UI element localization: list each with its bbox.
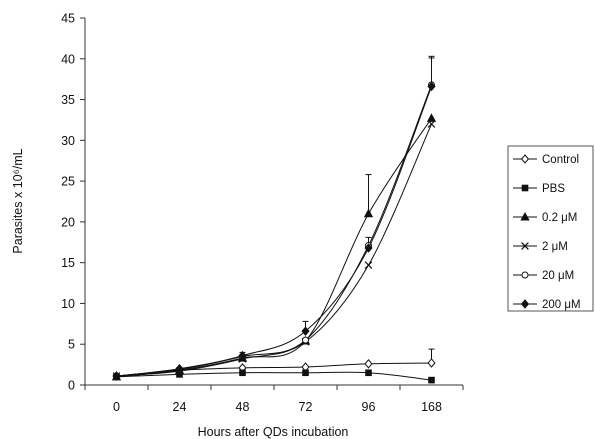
legend-item: 0.2 μM (513, 211, 577, 224)
x-tick-label: 48 (236, 400, 250, 414)
x-tick-label: 24 (173, 400, 187, 414)
legend-item: PBS (513, 183, 565, 195)
legend-marker (520, 211, 530, 221)
data-point (364, 359, 373, 369)
y-tick-label: 40 (61, 52, 75, 66)
legend-marker (521, 184, 529, 192)
series-line (116, 84, 432, 377)
data-point (427, 120, 436, 128)
data-point (428, 376, 435, 384)
chart-plot-area (111, 55, 437, 384)
legend-item: 2 μM (513, 241, 568, 253)
y-tick-label: 30 (61, 134, 75, 148)
data-point (112, 371, 121, 381)
series-open-circle (113, 55, 435, 380)
series-line (116, 86, 432, 377)
y-tick-label: 45 (61, 12, 75, 26)
legend-label: PBS (542, 183, 565, 195)
y-tick-label: 5 (68, 338, 75, 352)
data-point (427, 358, 436, 368)
data-point-stroke (364, 261, 373, 269)
data-point (302, 336, 309, 344)
data-point (426, 113, 437, 122)
x-tick-label: 72 (299, 400, 313, 414)
legend-marker (521, 242, 529, 250)
data-point (238, 350, 247, 361)
series-line (116, 118, 432, 378)
data-point (365, 369, 372, 377)
y-tick-label: 25 (61, 175, 75, 189)
data-point (364, 243, 373, 253)
legend-label: 20 μM (542, 270, 574, 282)
y-tick-label: 35 (61, 93, 75, 107)
series-filled-triangle (111, 113, 437, 381)
series-line (116, 371, 432, 381)
data-point (363, 208, 374, 218)
series-x-cross (112, 120, 436, 380)
x-axis-label: Hours after QDs incubation (198, 425, 349, 439)
y-tick-label: 0 (68, 379, 75, 393)
legend-item: 200 μM (513, 299, 581, 311)
y-tick-label: 10 (61, 297, 75, 311)
legend-box (507, 145, 594, 312)
data-point (427, 81, 436, 92)
y-axis-label: Parasites x 10⁶/mL (11, 148, 25, 253)
legend-label: 2 μM (542, 241, 568, 253)
x-tick-label: 168 (421, 400, 442, 414)
legend-label: 0.2 μM (542, 212, 577, 224)
legend-label: 200 μM (542, 299, 581, 311)
y-tick-label: 15 (61, 256, 75, 270)
legend-item: 20 μM (513, 270, 574, 282)
data-point (302, 369, 309, 377)
data-point (239, 369, 246, 377)
data-point (364, 261, 373, 269)
series-filled-diamond (112, 57, 436, 381)
legend-item: Control (513, 154, 579, 166)
legend-marker (520, 154, 530, 164)
x-tick-label: 96 (362, 400, 376, 414)
legend-marker (520, 299, 530, 309)
x-tick-label: 0 (113, 400, 120, 414)
data-point (301, 326, 310, 336)
y-tick-label: 20 (61, 215, 75, 229)
legend-label: Control (542, 154, 579, 166)
chart-legend: Control PBS 0.2 μM 2 μM 20 μM 200 μM (507, 145, 594, 312)
legend-marker (521, 271, 529, 279)
data-point (175, 363, 184, 374)
chart-axes: 0 5 10 15 20 25 30 35 40 45 0 24 48 72 96 168 (61, 12, 464, 414)
series-line (116, 123, 432, 377)
legend-marker-stroke (521, 242, 529, 250)
data-point-stroke (427, 120, 436, 128)
